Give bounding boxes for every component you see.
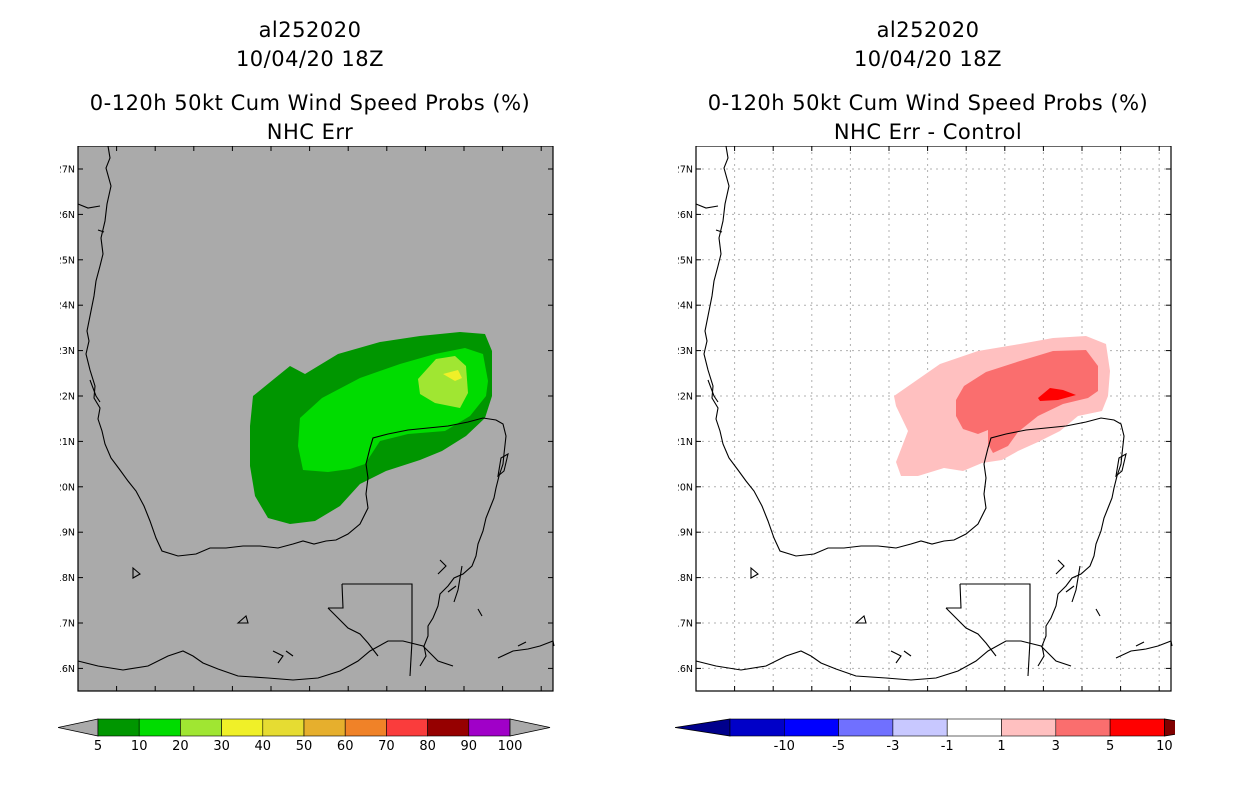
left-title-subtitle: NHC Err xyxy=(266,120,354,144)
right-axis-ticks xyxy=(695,146,1171,691)
colorbar-swatch xyxy=(344,718,387,737)
colorbar-swatch xyxy=(1055,718,1111,737)
lat-label: 19N xyxy=(60,528,75,539)
lat-label: 17N xyxy=(678,619,693,630)
lat-label: 21N xyxy=(60,437,75,448)
colorbar-label: 100 xyxy=(498,739,523,754)
right-title-storm: al252020 xyxy=(876,18,980,42)
lat-label: 16N xyxy=(678,664,693,675)
right-title-product: 0-120h 50kt Cum Wind Speed Probs (%) xyxy=(707,91,1149,115)
lat-label: 23N xyxy=(60,346,75,357)
colorbar-label: 50 xyxy=(296,739,313,754)
left-title-time: 10/04/20 18Z xyxy=(235,47,385,71)
colorbar-swatch xyxy=(946,718,1002,737)
colorbar-label: 60 xyxy=(337,739,354,754)
colorbar-label: 40 xyxy=(255,739,272,754)
colorbar-label: 20 xyxy=(172,739,189,754)
lat-label: 20N xyxy=(60,482,75,493)
lat-label: 26N xyxy=(678,210,693,221)
right-title-subtitle: NHC Err - Control xyxy=(833,120,1023,144)
lat-label: 20N xyxy=(678,482,693,493)
colorbar-label: 30 xyxy=(213,739,230,754)
right-colorbar: -10 -5 -3 -1 1 3 5 10 xyxy=(675,718,1175,754)
left-contour-30 xyxy=(443,370,462,381)
right-lat-labels: 27N 26N 25N 24N 23N 22N 21N 20N 19N 18N 17N 16N xyxy=(678,165,693,675)
left-contour-20 xyxy=(418,356,468,408)
colorbar-swatch xyxy=(427,718,470,737)
colorbar-label: 5 xyxy=(1106,739,1114,754)
colorbar-swatch xyxy=(180,718,222,737)
lat-label: 24N xyxy=(60,301,75,312)
left-axis-ticks xyxy=(77,146,553,691)
lat-label: 22N xyxy=(678,392,693,403)
colorbar-right-arrow xyxy=(1163,718,1175,737)
lat-label: 18N xyxy=(678,573,693,584)
colorbar-label: -3 xyxy=(886,739,899,754)
colorbar-label: 10 xyxy=(131,739,148,754)
right-contour-5 xyxy=(1038,388,1076,401)
colorbar-label: -1 xyxy=(941,739,954,754)
lat-label: 26N xyxy=(60,210,75,221)
colorbar-right-arrow xyxy=(509,718,551,737)
colorbar-swatch xyxy=(138,718,181,737)
left-title-storm: al252020 xyxy=(258,18,362,42)
lat-label: 17N xyxy=(60,619,75,630)
right-map: 27N26N25N24N23N22N21N20N19N18N17N16N 98W… xyxy=(678,146,1173,692)
lat-label: 16N xyxy=(60,664,75,675)
colorbar-swatch xyxy=(468,718,511,737)
right-map-frame xyxy=(695,146,1172,692)
lat-label: 25N xyxy=(678,255,693,266)
lat-label: 27N xyxy=(60,165,75,176)
lat-label: 24N xyxy=(678,301,693,312)
colorbar-label: -5 xyxy=(832,739,845,754)
colorbar-left-arrow xyxy=(675,718,731,737)
left-colorbar: 5 10 20 30 40 50 60 70 80 90 100 xyxy=(58,718,551,754)
colorbar-swatch xyxy=(262,718,305,737)
colorbar-label: 3 xyxy=(1052,739,1060,754)
right-gridlines xyxy=(696,146,1171,691)
colorbar-swatch xyxy=(838,718,894,737)
lat-label: 23N xyxy=(678,346,693,357)
colorbar-swatch xyxy=(1001,718,1057,737)
colorbar-label: 80 xyxy=(419,739,436,754)
left-lat-labels: 27N 26N 25N 24N 23N 22N 21N 20N 19N 18N 17N 16N xyxy=(60,165,75,675)
colorbar-swatch xyxy=(303,718,346,737)
colorbar-swatch xyxy=(892,718,948,737)
lat-label: 25N xyxy=(60,255,75,266)
colorbar-label: 90 xyxy=(461,739,478,754)
lat-label: 22N xyxy=(60,392,75,403)
colorbar-label: 5 xyxy=(94,739,102,754)
colorbar-left-arrow xyxy=(58,718,99,737)
colorbar-swatch xyxy=(729,718,785,737)
colorbar-label: 1 xyxy=(997,739,1005,754)
colorbar-swatch xyxy=(221,718,264,737)
lat-label: 21N xyxy=(678,437,693,448)
left-map: 27N26N25N24N23N22N21N20N19N18N17N16N 98W… xyxy=(60,146,555,692)
colorbar-swatch xyxy=(97,718,140,737)
colorbar-label: -10 xyxy=(774,739,795,754)
colorbar-swatch xyxy=(1109,718,1165,737)
lat-label: 19N xyxy=(678,528,693,539)
left-title-product: 0-120h 50kt Cum Wind Speed Probs (%) xyxy=(89,91,531,115)
right-title-time: 10/04/20 18Z xyxy=(853,47,1003,71)
colorbar-swatch xyxy=(386,718,428,737)
colorbar-swatch xyxy=(784,718,839,737)
colorbar-label: 10 xyxy=(1156,739,1173,754)
right-contour-3 xyxy=(956,350,1098,453)
left-map-frame xyxy=(77,146,554,692)
lat-label: 18N xyxy=(60,573,75,584)
colorbar-label: 70 xyxy=(378,739,395,754)
lat-label: 27N xyxy=(678,165,693,176)
